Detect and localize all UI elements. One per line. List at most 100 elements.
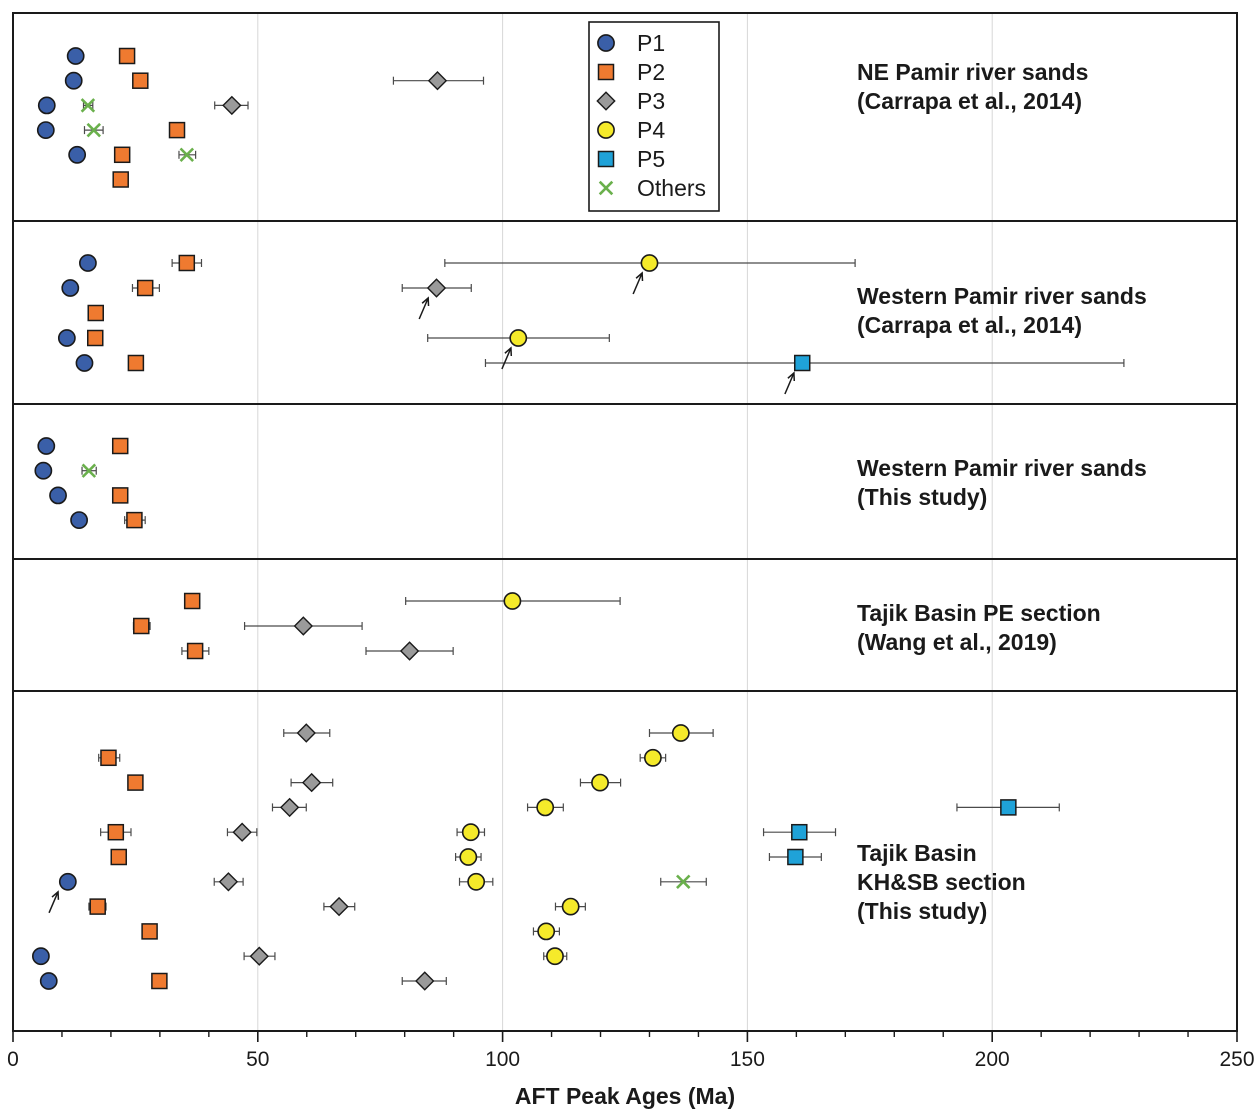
data-point-p2	[132, 72, 149, 89]
data-point-p3	[218, 872, 239, 892]
panel-label-line: (Carrapa et al., 2014)	[857, 312, 1082, 338]
data-point-others	[179, 147, 195, 163]
x-tick-label: 200	[975, 1048, 1010, 1071]
data-point-p2	[118, 47, 136, 65]
data-point-p2	[186, 642, 204, 660]
data-point-p2	[126, 511, 143, 529]
data-point-others	[80, 98, 96, 113]
legend-entry-others: Others	[598, 175, 706, 201]
data-point-p3	[232, 822, 252, 842]
legend-label: P4	[637, 117, 665, 143]
data-point-others	[86, 122, 102, 138]
legend-entry-p1: P1	[597, 30, 665, 56]
data-point-p5	[791, 823, 808, 841]
legend-marker-p5	[597, 150, 615, 168]
data-point-p4	[503, 592, 522, 610]
panel-label-line: Western Pamir river sands	[857, 455, 1147, 481]
data-point-p4	[461, 823, 480, 842]
panel-label-line: (This study)	[857, 484, 987, 510]
data-point-p2	[141, 923, 158, 940]
data-point-p5	[787, 848, 804, 866]
legend: P1 P2 P3 P4 P5 Others	[588, 21, 720, 212]
data-point-p3	[399, 641, 420, 661]
data-point-p3	[279, 797, 300, 818]
panel-label-line: NE Pamir river sands	[857, 59, 1088, 85]
legend-entry-p4: P4	[597, 117, 665, 143]
panel-label-line: Western Pamir river sands	[857, 283, 1147, 309]
panel-frames-layer	[12, 12, 1238, 1032]
data-point-p1	[68, 145, 87, 164]
legend-label: P1	[637, 30, 665, 56]
panel-label-line: (Carrapa et al., 2014)	[857, 88, 1082, 114]
data-point-p1	[57, 329, 76, 347]
data-point-p1	[37, 96, 56, 115]
panel-label-line: (This study)	[857, 898, 987, 924]
data-point-others	[676, 874, 691, 890]
x-tick-label: 250	[1219, 1048, 1254, 1071]
data-point-p4	[561, 897, 580, 916]
legend-label: P2	[637, 59, 665, 85]
data-point-p2	[110, 848, 128, 866]
data-point-p3	[415, 971, 435, 991]
arrow-annotation	[632, 271, 644, 295]
data-point-p3	[296, 723, 316, 743]
data-point-p3	[222, 95, 242, 116]
data-point-p3	[301, 772, 322, 793]
data-point-p2	[127, 774, 144, 791]
panel-labels-layer: NE Pamir river sands (Carrapa et al., 201…	[857, 59, 1147, 924]
data-point-p1	[32, 947, 50, 966]
arrows-layer	[48, 271, 796, 914]
data-point-p1	[34, 461, 53, 480]
legend-marker-p4	[597, 121, 615, 139]
legend-label: Others	[637, 175, 706, 201]
arrow-annotation	[501, 346, 513, 370]
data-point-p2	[87, 304, 104, 322]
data-point-p5	[1000, 799, 1017, 816]
panel-label-line: Tajik Basin PE section	[857, 600, 1101, 626]
data-point-p1	[39, 972, 58, 990]
data-point-p3	[427, 71, 448, 91]
data-point-p1	[37, 437, 56, 455]
data-point-p2	[178, 254, 196, 272]
panel-label-line: (Wang et al., 2019)	[857, 629, 1057, 655]
legend-label: P5	[637, 146, 665, 172]
data-point-p2	[111, 437, 129, 455]
arrow-annotation	[418, 296, 430, 320]
data-point-p4	[591, 773, 609, 792]
legend-box	[588, 21, 720, 212]
data-point-p1	[79, 254, 97, 272]
data-point-p1	[36, 121, 55, 140]
data-point-p3	[249, 946, 269, 966]
data-point-p2	[107, 823, 125, 841]
data-point-p3	[426, 278, 447, 298]
legend-marker-p2	[597, 63, 615, 81]
x-axis: 0 50 100 150 200 250	[7, 1031, 1255, 1071]
x-tick-label: 50	[246, 1048, 269, 1071]
data-point-p4	[509, 329, 528, 347]
data-point-p5	[793, 354, 811, 372]
data-point-p4	[467, 872, 486, 891]
grid-layer	[257, 13, 993, 1031]
data-point-p2	[168, 121, 186, 139]
data-point-p4	[640, 254, 659, 272]
data-point-p1	[75, 354, 94, 372]
data-point-p1	[61, 279, 80, 297]
plot-frame	[12, 12, 1238, 1032]
points-layer	[32, 47, 1017, 991]
data-point-others	[81, 463, 97, 478]
data-point-p4	[459, 848, 478, 866]
data-point-p4	[546, 947, 564, 966]
data-point-p2	[100, 749, 117, 767]
data-point-p4	[644, 748, 662, 767]
panel-label-line: KH&SB section	[857, 869, 1026, 895]
legend-label: P3	[637, 88, 665, 114]
legend-marker-others	[598, 180, 614, 196]
data-point-p2	[151, 972, 168, 990]
arrow-annotation	[48, 890, 60, 914]
legend-entry-p3: P3	[596, 88, 665, 114]
data-point-p2	[133, 617, 150, 635]
data-point-p2	[113, 146, 131, 164]
data-point-p4	[537, 922, 556, 941]
data-point-p2	[136, 279, 154, 297]
